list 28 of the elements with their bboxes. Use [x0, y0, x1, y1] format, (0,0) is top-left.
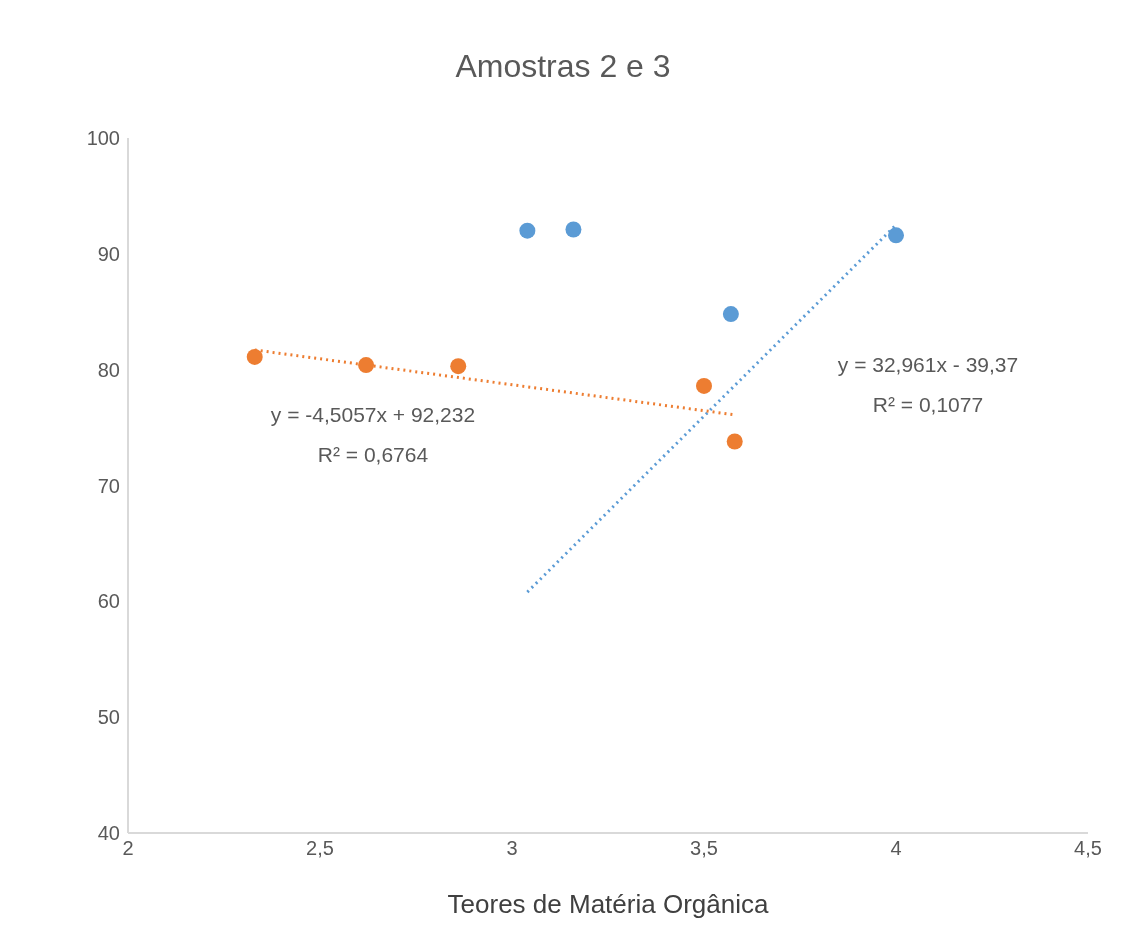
- chart-title: Amostras 2 e 3: [454, 47, 672, 86]
- annotation: R² = 0,1077: [872, 393, 984, 417]
- y-tick-label: 70: [97, 474, 120, 497]
- x-tick-label: 3,5: [690, 837, 718, 860]
- point: [450, 358, 467, 375]
- y-tick-label: 90: [97, 242, 120, 265]
- point: [888, 227, 904, 244]
- annotation: y = 32,961x - 39,37: [837, 353, 1019, 377]
- x-tick-label: 3: [506, 837, 518, 860]
- x-axis-title: Teores de Matéria Orgânica: [447, 889, 769, 919]
- x-tick-label: 2,5: [306, 837, 334, 860]
- annotation: y = -4,5057x + 92,232: [270, 403, 476, 427]
- y-tick-label: 40: [97, 822, 120, 845]
- y-tick-label: 100: [86, 127, 120, 150]
- annotation: R² = 0,6764: [317, 443, 429, 467]
- point: [722, 306, 739, 323]
- point: [519, 222, 536, 239]
- point: [246, 348, 263, 365]
- point: [726, 433, 743, 450]
- point: [696, 377, 712, 394]
- y-tick-label: 60: [97, 590, 120, 613]
- y-tick-label: 50: [97, 706, 120, 729]
- y-tick-label: 80: [97, 358, 120, 381]
- x-tick-label: 4,5: [1074, 837, 1102, 860]
- point: [565, 221, 582, 238]
- x-tick-label: 4: [890, 837, 902, 860]
- point: [358, 357, 375, 374]
- x-tick-label: 2: [122, 837, 134, 860]
